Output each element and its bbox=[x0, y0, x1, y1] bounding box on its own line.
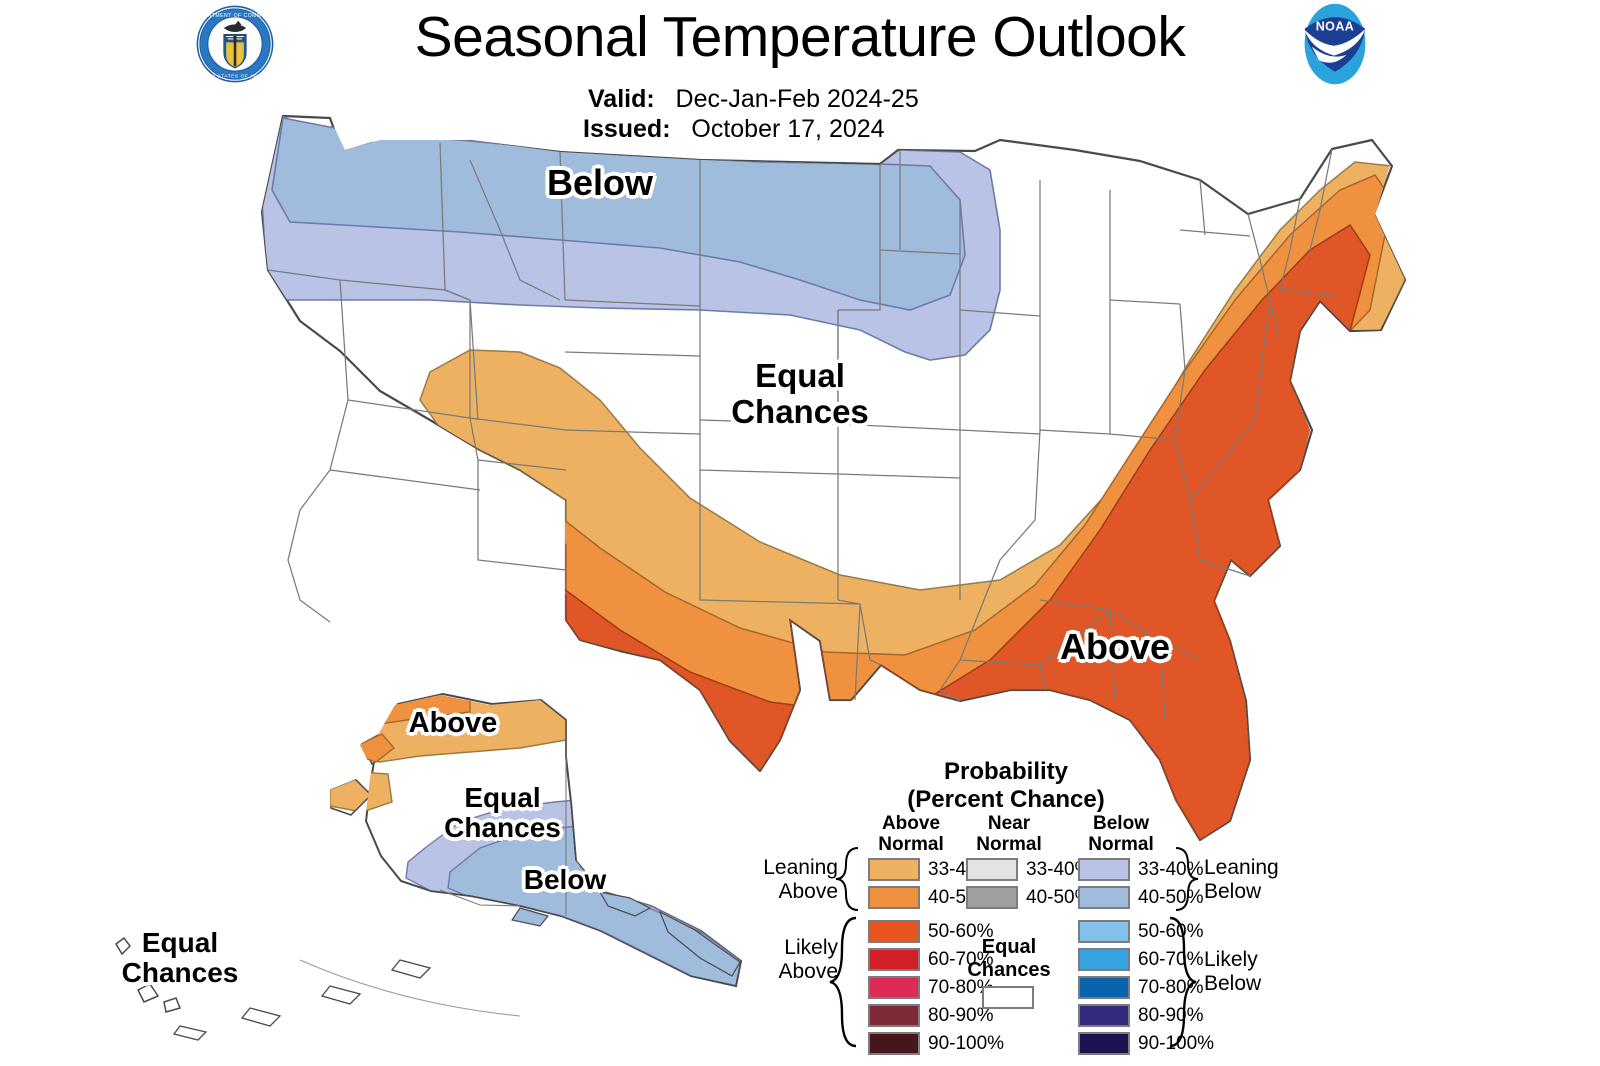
legend-above-normal-row-50-60%: 50-60% bbox=[868, 920, 994, 943]
legend-below-normal-row-70-80%: 70-80% bbox=[1078, 976, 1204, 999]
legend-above-normal-swatch-70-80% bbox=[868, 976, 920, 999]
legend-above-normal-row-60-70%: 60-70% bbox=[868, 948, 994, 971]
legend-above-normal-swatch-80-90% bbox=[868, 1004, 920, 1027]
legend-below-normal-swatch-40-50% bbox=[1078, 886, 1130, 909]
legend-below-normal-label-70-80%: 70-80% bbox=[1138, 976, 1204, 998]
issued-date-line: Issued: October 17, 2024 bbox=[583, 115, 885, 144]
noaa-logo: NOAA bbox=[1304, 3, 1366, 85]
region-above-40-50 bbox=[450, 174, 1393, 840]
map-label-equal-chances-hawaii: Equal Chances bbox=[121, 927, 239, 989]
legend-above-normal-swatch-90-100% bbox=[868, 1032, 920, 1055]
probability-legend: Probability (Percent Chance) Above Norma… bbox=[716, 758, 1296, 1058]
legend-side-label-leaning-above: Leaning Above bbox=[763, 856, 838, 903]
legend-below-normal-row-80-90%: 80-90% bbox=[1078, 1004, 1204, 1027]
legend-equal-chances-label: Equal Chances bbox=[967, 936, 1051, 982]
legend-above-normal-swatch-60-70% bbox=[868, 948, 920, 971]
legend-below-normal-label-80-90%: 80-90% bbox=[1138, 1004, 1204, 1026]
legend-near-normal-swatch-40-50% bbox=[966, 886, 1018, 909]
legend-title: Probability (Percent Chance) bbox=[846, 758, 1166, 815]
map-label-above-alaska: Above bbox=[408, 707, 498, 739]
alaska-above-33-40-b bbox=[330, 771, 393, 813]
legend-above-normal-row-70-80%: 70-80% bbox=[868, 976, 994, 999]
valid-label: Valid: bbox=[588, 85, 655, 113]
map-label-equal-chances-conus: Equal Chances bbox=[731, 357, 869, 430]
region-above-33-40 bbox=[419, 161, 1405, 840]
alaska-below-40-50 bbox=[447, 825, 740, 985]
legend-near-normal-row-40-50%: 40-50% bbox=[966, 886, 1092, 909]
legend-below-normal-swatch-60-70% bbox=[1078, 948, 1130, 971]
legend-near-normal-swatch-33-40% bbox=[966, 858, 1018, 881]
legend-below-normal-label-50-60%: 50-60% bbox=[1138, 920, 1204, 942]
legend-below-normal-row-50-60%: 50-60% bbox=[1078, 920, 1204, 943]
legend-column-header-above-normal: Above Normal bbox=[878, 813, 944, 856]
region-below-33-40 bbox=[262, 116, 1001, 361]
legend-below-normal-label-60-70%: 60-70% bbox=[1138, 948, 1204, 970]
legend-below-normal-label-33-40%: 33-40% bbox=[1138, 858, 1204, 880]
map-label-below-conus-halo: Below bbox=[546, 162, 653, 203]
legend-above-normal-swatch-33-40% bbox=[868, 858, 920, 881]
legend-side-label-leaning-below: Leaning Below bbox=[1204, 856, 1279, 903]
svg-text:DEPARTMENT OF COMMERCE: DEPARTMENT OF COMMERCE bbox=[192, 13, 278, 19]
svg-text:UNITED STATES OF AMERICA: UNITED STATES OF AMERICA bbox=[194, 74, 276, 80]
map-label-below-alaska: Below bbox=[523, 864, 607, 895]
legend-title-line2: (Percent Chance) bbox=[907, 786, 1105, 814]
valid-period-line: Valid: Dec-Jan-Feb 2024-25 bbox=[588, 85, 919, 114]
legend-below-normal-swatch-70-80% bbox=[1078, 976, 1130, 999]
legend-above-normal-label-70-80%: 70-80% bbox=[928, 976, 994, 998]
legend-below-normal-swatch-90-100% bbox=[1078, 1032, 1130, 1055]
legend-near-normal-row-33-40%: 33-40% bbox=[966, 858, 1092, 881]
map-label-equal-chances-conus-halo: Equal Chances bbox=[731, 357, 869, 430]
legend-below-normal-label-90-100%: 90-100% bbox=[1138, 1032, 1215, 1054]
map-label-equal-chances-hawaii-halo: Equal Chances bbox=[121, 927, 239, 989]
legend-near-normal-label-40-50%: 40-50% bbox=[1026, 886, 1092, 908]
legend-below-normal-label-40-50%: 40-50% bbox=[1138, 886, 1204, 908]
issued-label: Issued: bbox=[583, 115, 671, 143]
map-label-below-conus: Below bbox=[546, 162, 653, 203]
legend-below-normal-row-40-50%: 40-50% bbox=[1078, 886, 1204, 909]
legend-above-normal-swatch-40-50% bbox=[868, 886, 920, 909]
legend-side-label-likely-above: Likely Above bbox=[778, 936, 838, 983]
legend-above-normal-label-80-90%: 80-90% bbox=[928, 1004, 994, 1026]
legend-below-normal-row-90-100%: 90-100% bbox=[1078, 1032, 1214, 1055]
issued-value: October 17, 2024 bbox=[691, 115, 885, 143]
legend-title-line1: Probability bbox=[943, 758, 1069, 785]
valid-value: Dec-Jan-Feb 2024-25 bbox=[675, 85, 919, 113]
page-title: Seasonal Temperature Outlook bbox=[414, 5, 1186, 69]
map-label-equal-chances-alaska-halo: Equal Chances bbox=[444, 782, 561, 844]
legend-below-normal-swatch-50-60% bbox=[1078, 920, 1130, 943]
legend-column-header-near-normal: Near Normal bbox=[976, 813, 1042, 856]
map-label-above-conus-halo: Above bbox=[1059, 626, 1171, 667]
legend-above-normal-row-90-100%: 90-100% bbox=[868, 1032, 1004, 1055]
legend-below-normal-swatch-33-40% bbox=[1078, 858, 1130, 881]
map-label-below-alaska-halo: Below bbox=[523, 864, 607, 895]
legend-near-normal-label-33-40%: 33-40% bbox=[1026, 858, 1092, 880]
legend-below-normal-row-33-40%: 33-40% bbox=[1078, 858, 1204, 881]
map-label-equal-chances-alaska: Equal Chances bbox=[444, 782, 561, 844]
legend-below-normal-swatch-80-90% bbox=[1078, 1004, 1130, 1027]
legend-above-normal-label-60-70%: 60-70% bbox=[928, 948, 994, 970]
legend-above-normal-row-80-90%: 80-90% bbox=[868, 1004, 994, 1027]
legend-above-normal-label-50-60%: 50-60% bbox=[928, 920, 994, 942]
map-label-above-conus: Above bbox=[1059, 626, 1171, 667]
legend-above-normal-swatch-50-60% bbox=[868, 920, 920, 943]
region-above-50-60 bbox=[467, 223, 1371, 840]
legend-above-normal-label-90-100%: 90-100% bbox=[928, 1032, 1005, 1054]
svg-text:NOAA: NOAA bbox=[1316, 20, 1355, 34]
legend-below-normal-row-60-70%: 60-70% bbox=[1078, 948, 1204, 971]
region-below-40-50 bbox=[271, 117, 966, 311]
department-of-commerce-seal: DEPARTMENT OF COMMERCE UNITED STATES OF … bbox=[192, 5, 278, 83]
legend-equal-chances-swatch bbox=[982, 986, 1034, 1009]
legend-column-header-below-normal: Below Normal bbox=[1088, 813, 1154, 856]
map-label-above-alaska-halo: Above bbox=[408, 707, 498, 739]
legend-side-label-likely-below: Likely Below bbox=[1204, 948, 1262, 995]
